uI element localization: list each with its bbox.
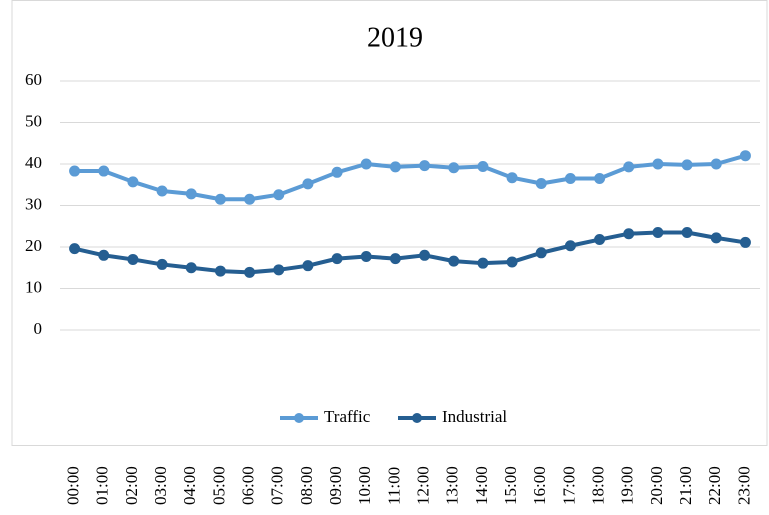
chart-frame: [11, 0, 768, 446]
data-point: [564, 240, 576, 252]
x-tick-label: 10:00: [355, 466, 374, 505]
data-point: [331, 166, 343, 178]
data-point: [710, 232, 722, 244]
data-point: [244, 266, 256, 278]
data-point: [739, 150, 751, 162]
x-tick-label: 17:00: [559, 466, 578, 505]
data-point: [244, 193, 256, 205]
data-point: [564, 173, 576, 185]
data-point: [681, 226, 693, 238]
data-point: [214, 193, 226, 205]
x-tick-label: 19:00: [618, 466, 637, 505]
x-tick-label: 01:00: [93, 466, 112, 505]
data-point: [273, 189, 285, 201]
data-point: [273, 264, 285, 276]
data-point: [448, 255, 460, 267]
data-point: [739, 236, 751, 248]
data-point: [419, 160, 431, 172]
series-line: [74, 230, 746, 275]
data-point: [506, 256, 518, 268]
data-point: [185, 262, 197, 274]
x-tick-label: 20:00: [647, 466, 666, 505]
data-point: [448, 162, 460, 174]
data-point: [652, 158, 664, 170]
x-tick-label: 05:00: [209, 466, 228, 505]
legend-marker: [294, 413, 304, 423]
x-tick-label: 23:00: [734, 466, 753, 505]
data-point: [331, 253, 343, 265]
x-tick-label: 15:00: [501, 466, 520, 505]
data-point: [506, 172, 518, 184]
data-point: [623, 161, 635, 173]
y-tick-label: 0: [34, 319, 43, 338]
series-line: [74, 153, 746, 202]
x-tick-label: 22:00: [705, 466, 724, 505]
x-tick-label: 12:00: [413, 466, 432, 505]
data-point: [594, 173, 606, 185]
data-point: [127, 176, 139, 188]
y-tick-label: 20: [25, 236, 42, 255]
data-point: [69, 243, 81, 255]
y-tick-label: 10: [25, 277, 42, 296]
data-point: [389, 253, 401, 265]
data-point: [594, 234, 606, 246]
x-tick-label: 07:00: [268, 466, 287, 505]
data-point: [535, 247, 547, 259]
x-tick-label: 11:00: [384, 467, 403, 505]
data-point: [710, 158, 722, 170]
data-point: [98, 249, 110, 261]
x-tick-label: 00:00: [63, 466, 82, 505]
data-point: [156, 185, 168, 197]
legend-label: Traffic: [324, 407, 371, 426]
data-point: [360, 251, 372, 263]
data-point: [98, 165, 110, 177]
x-tick-label: 21:00: [676, 466, 695, 505]
data-point: [389, 161, 401, 173]
data-point: [69, 165, 81, 177]
data-point: [214, 265, 226, 277]
chart-title: 2019: [367, 22, 423, 53]
x-tick-label: 13:00: [443, 466, 462, 505]
y-tick-label: 50: [25, 111, 42, 130]
data-point: [302, 178, 314, 190]
x-tick-label: 14:00: [472, 466, 491, 505]
x-tick-label: 03:00: [151, 466, 170, 505]
x-tick-label: 08:00: [297, 466, 316, 505]
data-point: [477, 257, 489, 269]
data-point: [477, 160, 489, 172]
data-point: [419, 249, 431, 261]
data-point: [156, 258, 168, 270]
x-tick-label: 06:00: [238, 466, 257, 505]
legend-label: Industrial: [442, 407, 507, 426]
y-tick-label: 40: [25, 153, 42, 172]
data-point: [127, 253, 139, 265]
y-tick-label: 30: [25, 194, 42, 213]
data-point: [185, 188, 197, 200]
x-tick-label: 02:00: [122, 466, 141, 505]
data-point: [652, 226, 664, 238]
y-tick-label: 60: [25, 70, 42, 89]
data-point: [623, 228, 635, 240]
data-point: [302, 260, 314, 272]
x-tick-label: 18:00: [588, 466, 607, 505]
x-tick-label: 04:00: [180, 466, 199, 505]
data-point: [681, 159, 693, 171]
data-point: [535, 178, 547, 190]
x-tick-label: 09:00: [326, 466, 345, 505]
data-point: [360, 158, 372, 170]
x-tick-label: 16:00: [530, 466, 549, 505]
legend-marker: [412, 413, 422, 423]
